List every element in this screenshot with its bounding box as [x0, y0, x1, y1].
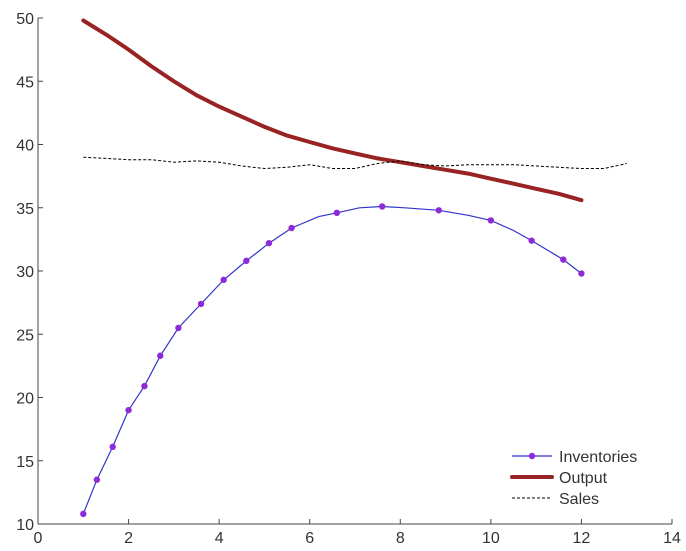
inventories-point: [578, 270, 585, 277]
x-tick-label: 2: [124, 530, 133, 546]
inventories-point: [528, 237, 535, 244]
inventories-point: [80, 510, 87, 518]
legend-label-inventories: Inventories: [559, 449, 637, 466]
inventories-point: [333, 209, 341, 217]
y-tick-label: 20: [16, 391, 34, 408]
y-tick-label: 15: [16, 454, 34, 471]
inventories-point: [265, 239, 273, 247]
y-tick-label: 25: [16, 327, 34, 344]
x-tick-label: 10: [482, 530, 500, 546]
series-layer: [80, 18, 627, 518]
inventories-point: [560, 256, 567, 263]
inventories-point: [378, 203, 386, 210]
axes: 0 2 4 6 8 10 12 14 10 15 20 25 30 35 40 45 50: [16, 11, 681, 547]
x-tick-label: 6: [305, 530, 314, 546]
inventories-point: [487, 217, 495, 224]
y-tick-label: 10: [16, 517, 34, 534]
y-tick-label: 40: [16, 138, 34, 155]
y-tick-label: 30: [16, 264, 34, 281]
x-tick-label: 8: [396, 530, 405, 546]
inventories-point: [220, 276, 227, 284]
legend: Inventories Output Sales: [510, 449, 637, 508]
x-tick-label: 4: [215, 530, 224, 546]
inventories-point: [157, 352, 164, 359]
inventories-point: [175, 324, 182, 332]
x-tick-label: 0: [34, 530, 43, 546]
inventories-series-line: [82, 205, 582, 515]
inventories-point: [109, 443, 116, 451]
y-tick-label: 45: [16, 74, 34, 91]
x-tick-label: 12: [573, 530, 591, 546]
legend-label-sales: Sales: [559, 491, 599, 508]
y-tick-label: 35: [16, 201, 34, 218]
legend-marker-inventories: [528, 452, 536, 460]
x-tick-label: 14: [663, 530, 681, 546]
inventories-point: [125, 406, 132, 414]
sales-series-line: [83, 156, 627, 170]
output-series-line: [81, 18, 584, 203]
inventories-point: [141, 382, 148, 390]
legend-label-output: Output: [559, 470, 608, 487]
y-tick-label: 50: [16, 11, 34, 28]
inventories-point: [288, 224, 295, 232]
inventories-point: [93, 476, 101, 483]
inventories-point: [435, 207, 442, 214]
inventories-point: [243, 257, 250, 265]
inventories-point: [197, 300, 205, 308]
